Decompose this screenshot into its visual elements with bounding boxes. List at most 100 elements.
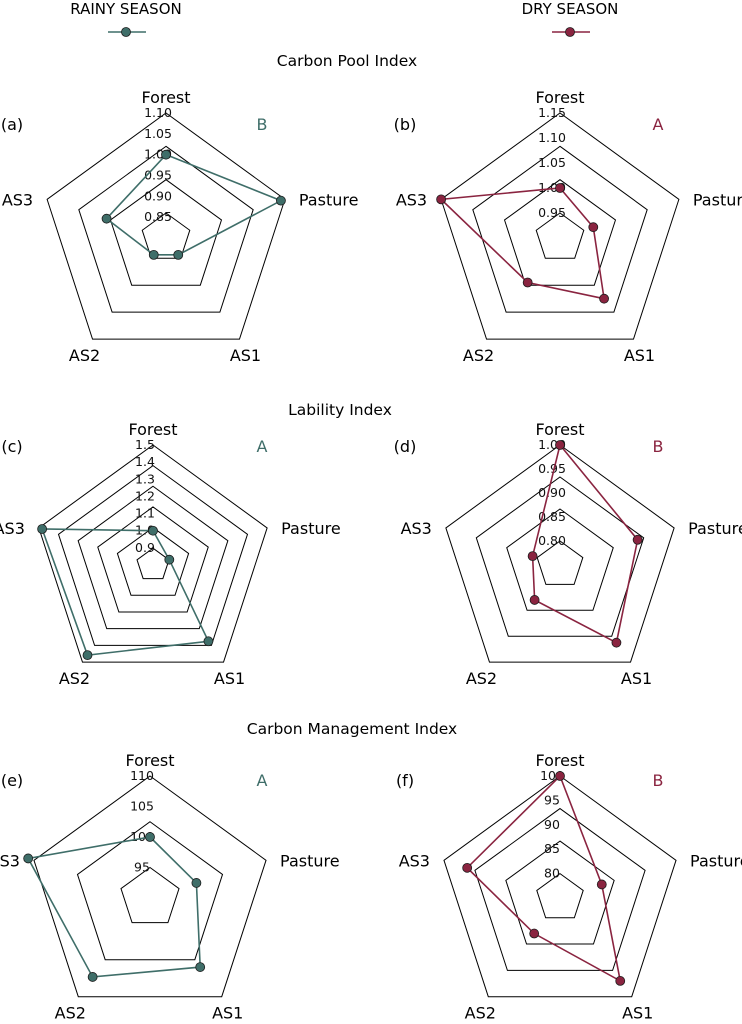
series-line <box>439 187 606 300</box>
data-point-pasture <box>164 554 175 565</box>
legend-rainy-label: RAINY SEASON <box>70 0 181 18</box>
axis-label-as1: AS1 <box>212 1004 243 1023</box>
data-point-as3 <box>101 213 112 224</box>
axis-label-as3: AS3 <box>396 190 427 209</box>
legend-dry-label: DRY SEASON <box>522 0 619 18</box>
data-point-forest <box>555 183 565 193</box>
axis-label-pasture: Pasture <box>688 519 742 538</box>
data-point-as2 <box>82 650 93 661</box>
data-point-as1 <box>599 293 609 304</box>
data-point-as3 <box>37 524 48 534</box>
data-point-pasture <box>632 534 643 545</box>
axis-label-as1: AS1 <box>230 346 261 365</box>
grid-ring <box>77 485 229 630</box>
data-point-as1 <box>611 637 622 648</box>
axis-label-as3: AS3 <box>0 519 25 538</box>
axis-label-as3: AS3 <box>401 519 432 538</box>
tick-label: 1.05 <box>144 126 172 141</box>
tick-label: 0.90 <box>144 188 172 203</box>
radar-panel-1: 0.951.001.051.101.15ForestPastureAS1AS2A… <box>394 88 742 365</box>
grid-ring <box>536 872 584 919</box>
axis-label-as2: AS2 <box>59 669 90 688</box>
data-point-pasture <box>191 878 202 888</box>
significance-letter: A <box>257 437 268 456</box>
tick-label: 0.85 <box>538 509 566 524</box>
axis-label-forest: Forest <box>535 88 584 107</box>
data-point-forest <box>555 771 565 781</box>
axis-label-as2: AS2 <box>463 346 494 365</box>
data-point-as1 <box>203 636 214 647</box>
significance-letter: B <box>653 437 664 456</box>
series-line <box>40 528 210 657</box>
grid-ring <box>46 112 286 340</box>
tick-label: 0.95 <box>538 205 566 220</box>
section-title-carbon-pool-index: Carbon Pool Index <box>277 52 417 70</box>
grid-ring <box>76 821 224 961</box>
tick-label: 0.90 <box>538 485 566 500</box>
data-point-forest <box>145 832 155 842</box>
axis-label-as3: AS3 <box>0 851 20 870</box>
legend-dry-marker <box>565 27 575 37</box>
radar-panel-2: 0.91.01.11.21.31.41.5ForestPastureAS1AS2… <box>0 420 341 688</box>
radar-panels: 0.850.900.951.001.051.10ForestPastureAS1… <box>0 88 742 1023</box>
significance-letter: B <box>257 115 268 134</box>
grid-ring <box>141 212 191 259</box>
tick-label: 110 <box>130 768 154 783</box>
data-point-as2 <box>529 595 540 605</box>
axis-label-as2: AS2 <box>466 669 497 688</box>
data-point-as2 <box>148 249 159 260</box>
tick-label: 1.3 <box>135 471 155 486</box>
grid-ring <box>535 212 585 259</box>
grid-ring <box>120 866 180 924</box>
axis-label-forest: Forest <box>128 420 177 439</box>
grid-ring <box>505 840 615 945</box>
data-point-as2 <box>522 277 533 288</box>
tick-label: 1.05 <box>538 155 566 170</box>
axis-label-as3: AS3 <box>399 851 430 870</box>
tick-label: 1.5 <box>135 437 155 452</box>
data-point-forest <box>148 525 158 536</box>
data-point-as1 <box>195 962 206 972</box>
axis-label-pasture: Pasture <box>299 190 359 209</box>
data-point-as1 <box>615 976 626 986</box>
legend-rainy-marker <box>121 27 131 37</box>
data-point-pasture <box>596 879 607 890</box>
significance-letter: A <box>257 771 268 790</box>
tick-label: 1.10 <box>144 105 172 120</box>
grid-ring <box>475 476 645 637</box>
grid-ring <box>474 807 646 971</box>
axis-label-as2: AS2 <box>465 1004 496 1023</box>
tick-label: 1.10 <box>538 130 566 145</box>
tick-label: 1.1 <box>135 506 155 521</box>
data-point-pasture <box>276 195 286 206</box>
data-point-as3 <box>23 853 34 864</box>
axis-label-pasture: Pasture <box>690 851 742 870</box>
tick-label: 105 <box>130 799 154 814</box>
axis-label-as2: AS2 <box>69 346 100 365</box>
grid-ring <box>109 179 223 286</box>
section-title-carbon-management-index: Carbon Management Index <box>247 720 457 738</box>
grid-ring <box>440 112 680 340</box>
tick-label: 0.95 <box>538 461 566 476</box>
axis-label-forest: Forest <box>125 751 174 770</box>
section-title-lability-index: Lability Index <box>288 401 392 419</box>
tick-label: 1.15 <box>538 105 566 120</box>
data-point-as2 <box>87 972 98 982</box>
axis-label-as1: AS1 <box>621 669 652 688</box>
series-line <box>466 774 622 983</box>
data-point-forest <box>555 440 565 450</box>
grid-ring <box>78 145 254 313</box>
data-point-pasture <box>588 222 599 233</box>
axis-label-as1: AS1 <box>624 346 655 365</box>
panel-label: (f) <box>396 771 414 790</box>
data-point-as3 <box>462 862 473 873</box>
data-point-as3 <box>527 551 538 562</box>
axis-label-pasture: Pasture <box>280 851 340 870</box>
panel-label: (d) <box>394 437 417 456</box>
radar-panel-0: 0.850.900.951.001.051.10ForestPastureAS1… <box>1 88 359 365</box>
series-line <box>26 836 202 978</box>
grid-ring <box>506 508 614 611</box>
panel-label: (b) <box>394 115 417 134</box>
grid-ring <box>503 179 617 286</box>
